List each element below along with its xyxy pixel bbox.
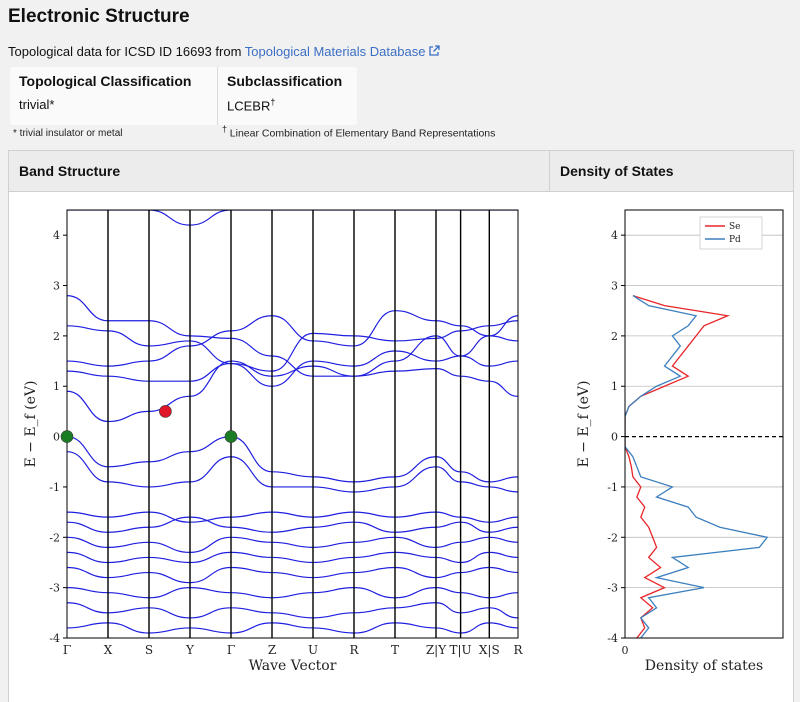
band-ytick-label: 1 (53, 380, 60, 393)
dos-ytick-label: 0 (611, 431, 618, 444)
kpath-label: Y (185, 643, 195, 657)
kpath-label: Γ (227, 643, 235, 657)
band-plot-frame (66, 209, 519, 639)
dos-curve-se (625, 294, 731, 638)
dos-legend: Se Pd (699, 216, 763, 250)
kpath-label: Γ (63, 643, 71, 657)
band-structure-title: Band Structure (19, 163, 121, 179)
kpath-label: S (145, 643, 153, 657)
dos-ytick-label: -2 (607, 531, 618, 544)
dos-ytick-label: 4 (611, 229, 618, 242)
band-ylabel: E − E_f (eV) (23, 380, 39, 467)
band-ytick-label: -1 (49, 481, 60, 494)
section-title: Electronic Structure (8, 6, 190, 27)
kpath-label: Z|Y (426, 643, 447, 657)
dos-curves (625, 294, 769, 638)
dos-ytick-label: -4 (607, 632, 618, 645)
dos-curve-pd (625, 295, 769, 638)
column-divider (217, 67, 218, 125)
band-ytick-label: 4 (53, 229, 60, 242)
kpath-label: U (308, 643, 318, 657)
kpath-label: X|S (479, 643, 500, 657)
kpath-label: R (513, 643, 523, 657)
dos-ytick-label: 1 (611, 380, 618, 393)
dos-xtick-label: 0 (622, 644, 629, 657)
density-of-states-chart: -4 -3 -2 -1 0 1 2 3 4 0 Density of states E − E_f (… (576, 209, 784, 674)
legend-label-se: Se (729, 222, 741, 232)
dos-ytick-label: -3 (607, 582, 618, 595)
topological-db-link[interactable]: Topological Materials Database (244, 44, 426, 59)
band-line-6 (67, 435, 518, 483)
kpath-label: T|U (450, 643, 472, 657)
cbm-marker (159, 405, 172, 418)
band-line-14 (67, 602, 518, 619)
band-line-11 (67, 551, 518, 564)
band-line-0 (67, 210, 518, 226)
band-ytick-label: -4 (49, 632, 60, 645)
dos-legend-box (699, 216, 763, 250)
bands-group (67, 210, 518, 634)
band-line-8 (67, 511, 518, 523)
band-ytick-label: -3 (49, 582, 60, 595)
lcebr-dagger: † (222, 124, 228, 134)
source-line: Topological data for ICSD ID 16693 from … (8, 44, 441, 60)
lcebr-note: Linear Combination of Elementary Band Re… (229, 127, 496, 140)
kpath-label: X (104, 643, 113, 657)
band-ytick-label: 2 (53, 330, 60, 343)
band-ytick-label: 3 (53, 280, 60, 293)
band-line-7 (67, 451, 518, 493)
band-line-9 (67, 516, 518, 533)
band-ytick-label: -2 (49, 531, 60, 544)
panel-header: Band Structure Density of States (9, 151, 793, 192)
band-line-15 (67, 622, 518, 634)
band-line-5 (67, 360, 518, 423)
legend-label-pd: Pd (729, 235, 741, 245)
subclassification-header: Subclassification (227, 73, 343, 89)
header-divider (549, 151, 550, 191)
band-line-4 (67, 350, 518, 387)
electronic-structure-panel: Band Structure Density of States -4 -3 -2-… (8, 150, 794, 702)
vbm-marker (60, 430, 74, 443)
dos-ylabel: E − E_f (eV) (576, 380, 592, 467)
vbm-marker (224, 430, 238, 443)
subclassification-value: LCEBR (227, 98, 271, 114)
external-link-icon[interactable] (428, 45, 441, 60)
dos-ytick-label: 2 (611, 330, 618, 343)
trivial-note: * trivial insulator or metal (13, 128, 123, 139)
dagger-mark: † (270, 97, 276, 107)
classification-table: Topological Classification trivial* Subc… (10, 67, 357, 125)
source-prefix: Topological data for ICSD ID 16693 from (8, 44, 245, 59)
subclassification-col: Subclassification LCEBR† (227, 73, 342, 113)
subclassification-value-wrap: LCEBR† (227, 97, 342, 113)
band-ytick-label: 0 (53, 431, 60, 444)
dos-title: Density of States (560, 163, 674, 179)
dos-plot-frame (624, 209, 784, 639)
dos-ytick-label: 3 (611, 280, 618, 293)
dos-xlabel: Density of states (645, 658, 764, 674)
band-structure-chart: -4 -3 -2 -1 0 1 2 3 4 Γ X S Y Γ Z U R T Z|Y T|U X|S R Wave Vec… (23, 209, 523, 674)
kpath-label: R (349, 643, 359, 657)
band-xlabel: Wave Vector (249, 658, 337, 674)
topological-classification-header: Topological Classification (19, 73, 192, 89)
band-line-13 (67, 587, 518, 599)
dos-ytick-label: -1 (607, 481, 618, 494)
topological-classification-value: trivial* (19, 97, 55, 112)
band-line-12 (67, 566, 518, 584)
kpath-label: Z (268, 643, 276, 657)
lcebr-note-wrap: † Linear Combination of Elementary Band … (222, 124, 495, 139)
band-line-10 (67, 536, 518, 554)
topological-classification-col: Topological Classification trivial* (19, 73, 191, 112)
kpath-label: T (391, 643, 399, 657)
band-line-1 (67, 295, 518, 377)
